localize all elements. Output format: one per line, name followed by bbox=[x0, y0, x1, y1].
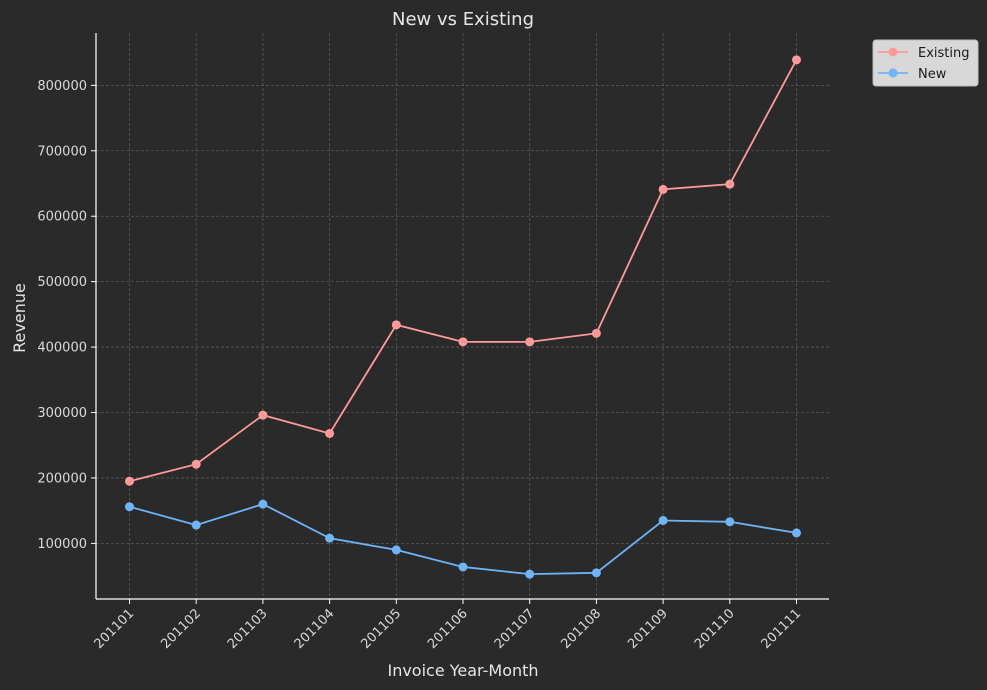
y-tick-label: 500000 bbox=[37, 275, 87, 290]
data-point-existing bbox=[191, 459, 201, 469]
data-point-new bbox=[525, 569, 535, 579]
data-point-existing bbox=[258, 410, 268, 420]
y-ticks: 100000 200000 300000 400000 500000 600000 7000… bbox=[37, 79, 96, 552]
y-tick-label: 700000 bbox=[37, 144, 87, 159]
y-tick-label: 100000 bbox=[37, 537, 87, 552]
data-point-new bbox=[458, 562, 468, 572]
data-point-existing bbox=[125, 476, 134, 486]
data-point-existing bbox=[325, 428, 335, 438]
legend-marker-existing bbox=[888, 47, 898, 57]
data-point-existing bbox=[391, 320, 401, 330]
y-tick-label: 800000 bbox=[37, 79, 87, 94]
data-point-new bbox=[191, 520, 201, 530]
data-point-existing bbox=[591, 328, 601, 338]
data-point-new bbox=[125, 502, 134, 512]
data-point-existing bbox=[658, 184, 668, 194]
data-point-new bbox=[325, 533, 335, 543]
data-point-existing bbox=[525, 337, 535, 347]
data-point-existing bbox=[725, 179, 735, 189]
grid bbox=[96, 33, 829, 599]
data-point-new bbox=[725, 517, 735, 527]
y-tick-label: 300000 bbox=[37, 406, 87, 421]
legend-label-existing: Existing bbox=[918, 46, 970, 61]
data-point-existing bbox=[792, 55, 801, 65]
legend-marker-new bbox=[888, 68, 898, 78]
data-point-existing bbox=[458, 337, 468, 347]
y-tick-label: 200000 bbox=[37, 471, 87, 486]
chart-title: New vs Existing bbox=[392, 9, 534, 30]
x-axis-label: Invoice Year-Month bbox=[387, 661, 538, 680]
y-tick-label: 400000 bbox=[37, 341, 87, 356]
data-point-new bbox=[591, 568, 601, 578]
data-point-new bbox=[258, 499, 268, 509]
data-point-new bbox=[391, 545, 401, 555]
y-axis-label: Revenue bbox=[10, 283, 29, 353]
y-tick-label: 600000 bbox=[37, 210, 87, 225]
data-point-new bbox=[658, 515, 668, 525]
legend-label-new: New bbox=[918, 67, 947, 82]
data-point-new bbox=[792, 528, 801, 538]
series bbox=[125, 55, 801, 579]
legend: Existing New bbox=[872, 39, 979, 87]
